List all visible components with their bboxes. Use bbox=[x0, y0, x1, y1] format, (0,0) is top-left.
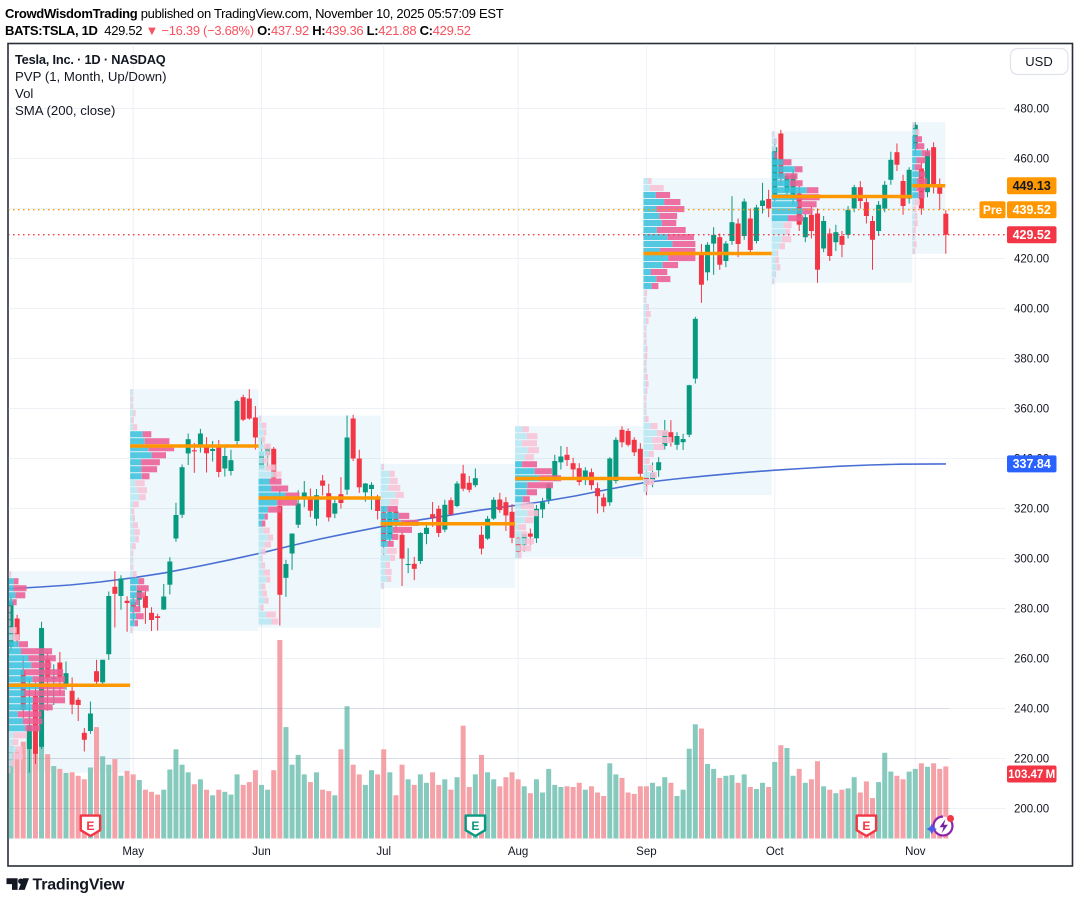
svg-text:Jun: Jun bbox=[252, 846, 271, 858]
svg-text:200.00: 200.00 bbox=[1014, 804, 1049, 816]
svg-text:Tesla, Inc. · 1D · NASDAQ: Tesla, Inc. · 1D · NASDAQ bbox=[15, 52, 166, 67]
svg-text:Sep: Sep bbox=[636, 846, 656, 858]
svg-text:220.00: 220.00 bbox=[1014, 754, 1049, 766]
svg-text:E: E bbox=[471, 819, 479, 833]
svg-text:420.00: 420.00 bbox=[1014, 254, 1049, 266]
svg-text:Nov: Nov bbox=[905, 846, 926, 858]
svg-text:Pre: Pre bbox=[983, 203, 1003, 217]
svg-text:Vol: Vol bbox=[15, 86, 33, 101]
svg-text:PVP (1, Month, Up/Down): PVP (1, Month, Up/Down) bbox=[15, 69, 166, 84]
svg-text:Aug: Aug bbox=[508, 846, 528, 858]
svg-text:260.00: 260.00 bbox=[1014, 654, 1049, 666]
svg-text:400.00: 400.00 bbox=[1014, 304, 1049, 316]
svg-text:480.00: 480.00 bbox=[1014, 104, 1049, 116]
svg-text:E: E bbox=[86, 819, 94, 833]
svg-text:TradingView: TradingView bbox=[33, 877, 126, 894]
svg-text:Jul: Jul bbox=[376, 846, 391, 858]
svg-text:449.13: 449.13 bbox=[1013, 179, 1051, 193]
svg-text:460.00: 460.00 bbox=[1014, 154, 1049, 166]
svg-text:E: E bbox=[862, 819, 870, 833]
svg-text:300.00: 300.00 bbox=[1014, 554, 1049, 566]
svg-text:USD: USD bbox=[1025, 54, 1052, 69]
svg-text:103.47 M: 103.47 M bbox=[1008, 769, 1055, 781]
svg-text:337.84: 337.84 bbox=[1013, 457, 1051, 471]
svg-text:May: May bbox=[122, 846, 144, 858]
svg-text:240.00: 240.00 bbox=[1014, 704, 1049, 716]
svg-text:360.00: 360.00 bbox=[1014, 404, 1049, 416]
svg-text:439.52: 439.52 bbox=[1013, 203, 1051, 217]
svg-text:Oct: Oct bbox=[766, 846, 785, 858]
svg-text:280.00: 280.00 bbox=[1014, 604, 1049, 616]
svg-text:380.00: 380.00 bbox=[1014, 354, 1049, 366]
svg-text:429.52: 429.52 bbox=[1013, 228, 1051, 242]
svg-text:SMA (200, close): SMA (200, close) bbox=[15, 103, 115, 118]
svg-text:320.00: 320.00 bbox=[1014, 504, 1049, 516]
